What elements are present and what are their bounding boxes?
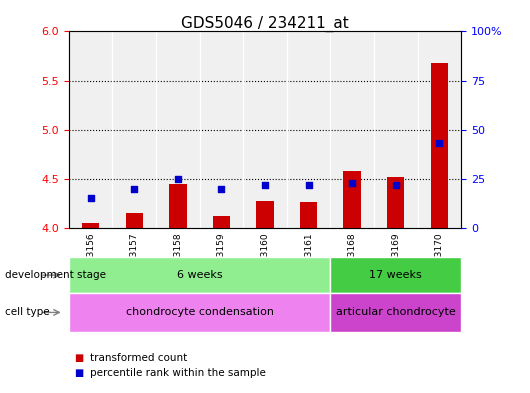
Point [86, 195, 95, 202]
Text: ■: ■ [74, 368, 83, 378]
Bar [430, 63, 448, 228]
Bar [257, 202, 273, 228]
Bar [213, 216, 230, 228]
Text: GDS5046 / 234211_at: GDS5046 / 234211_at [181, 16, 349, 32]
Text: 6 weeks: 6 weeks [177, 270, 223, 280]
Text: chondrocyte condensation: chondrocyte condensation [126, 307, 273, 318]
Text: percentile rank within the sample: percentile rank within the sample [90, 368, 266, 378]
Point [348, 180, 356, 186]
Bar [343, 171, 361, 228]
Bar [387, 177, 404, 228]
Text: articular chondrocyte: articular chondrocyte [336, 307, 456, 318]
Point [435, 140, 444, 147]
Text: cell type: cell type [5, 307, 50, 318]
Point [304, 182, 313, 188]
Bar [169, 184, 187, 228]
Text: transformed count: transformed count [90, 353, 187, 363]
Point [261, 182, 269, 188]
Point [392, 182, 400, 188]
Text: 17 weeks: 17 weeks [369, 270, 422, 280]
Point [174, 176, 182, 182]
Point [217, 185, 226, 192]
Text: development stage: development stage [5, 270, 107, 280]
Text: ■: ■ [74, 353, 83, 363]
Bar [82, 223, 100, 228]
Bar [126, 213, 143, 228]
Point [130, 185, 138, 192]
Bar [300, 202, 317, 228]
